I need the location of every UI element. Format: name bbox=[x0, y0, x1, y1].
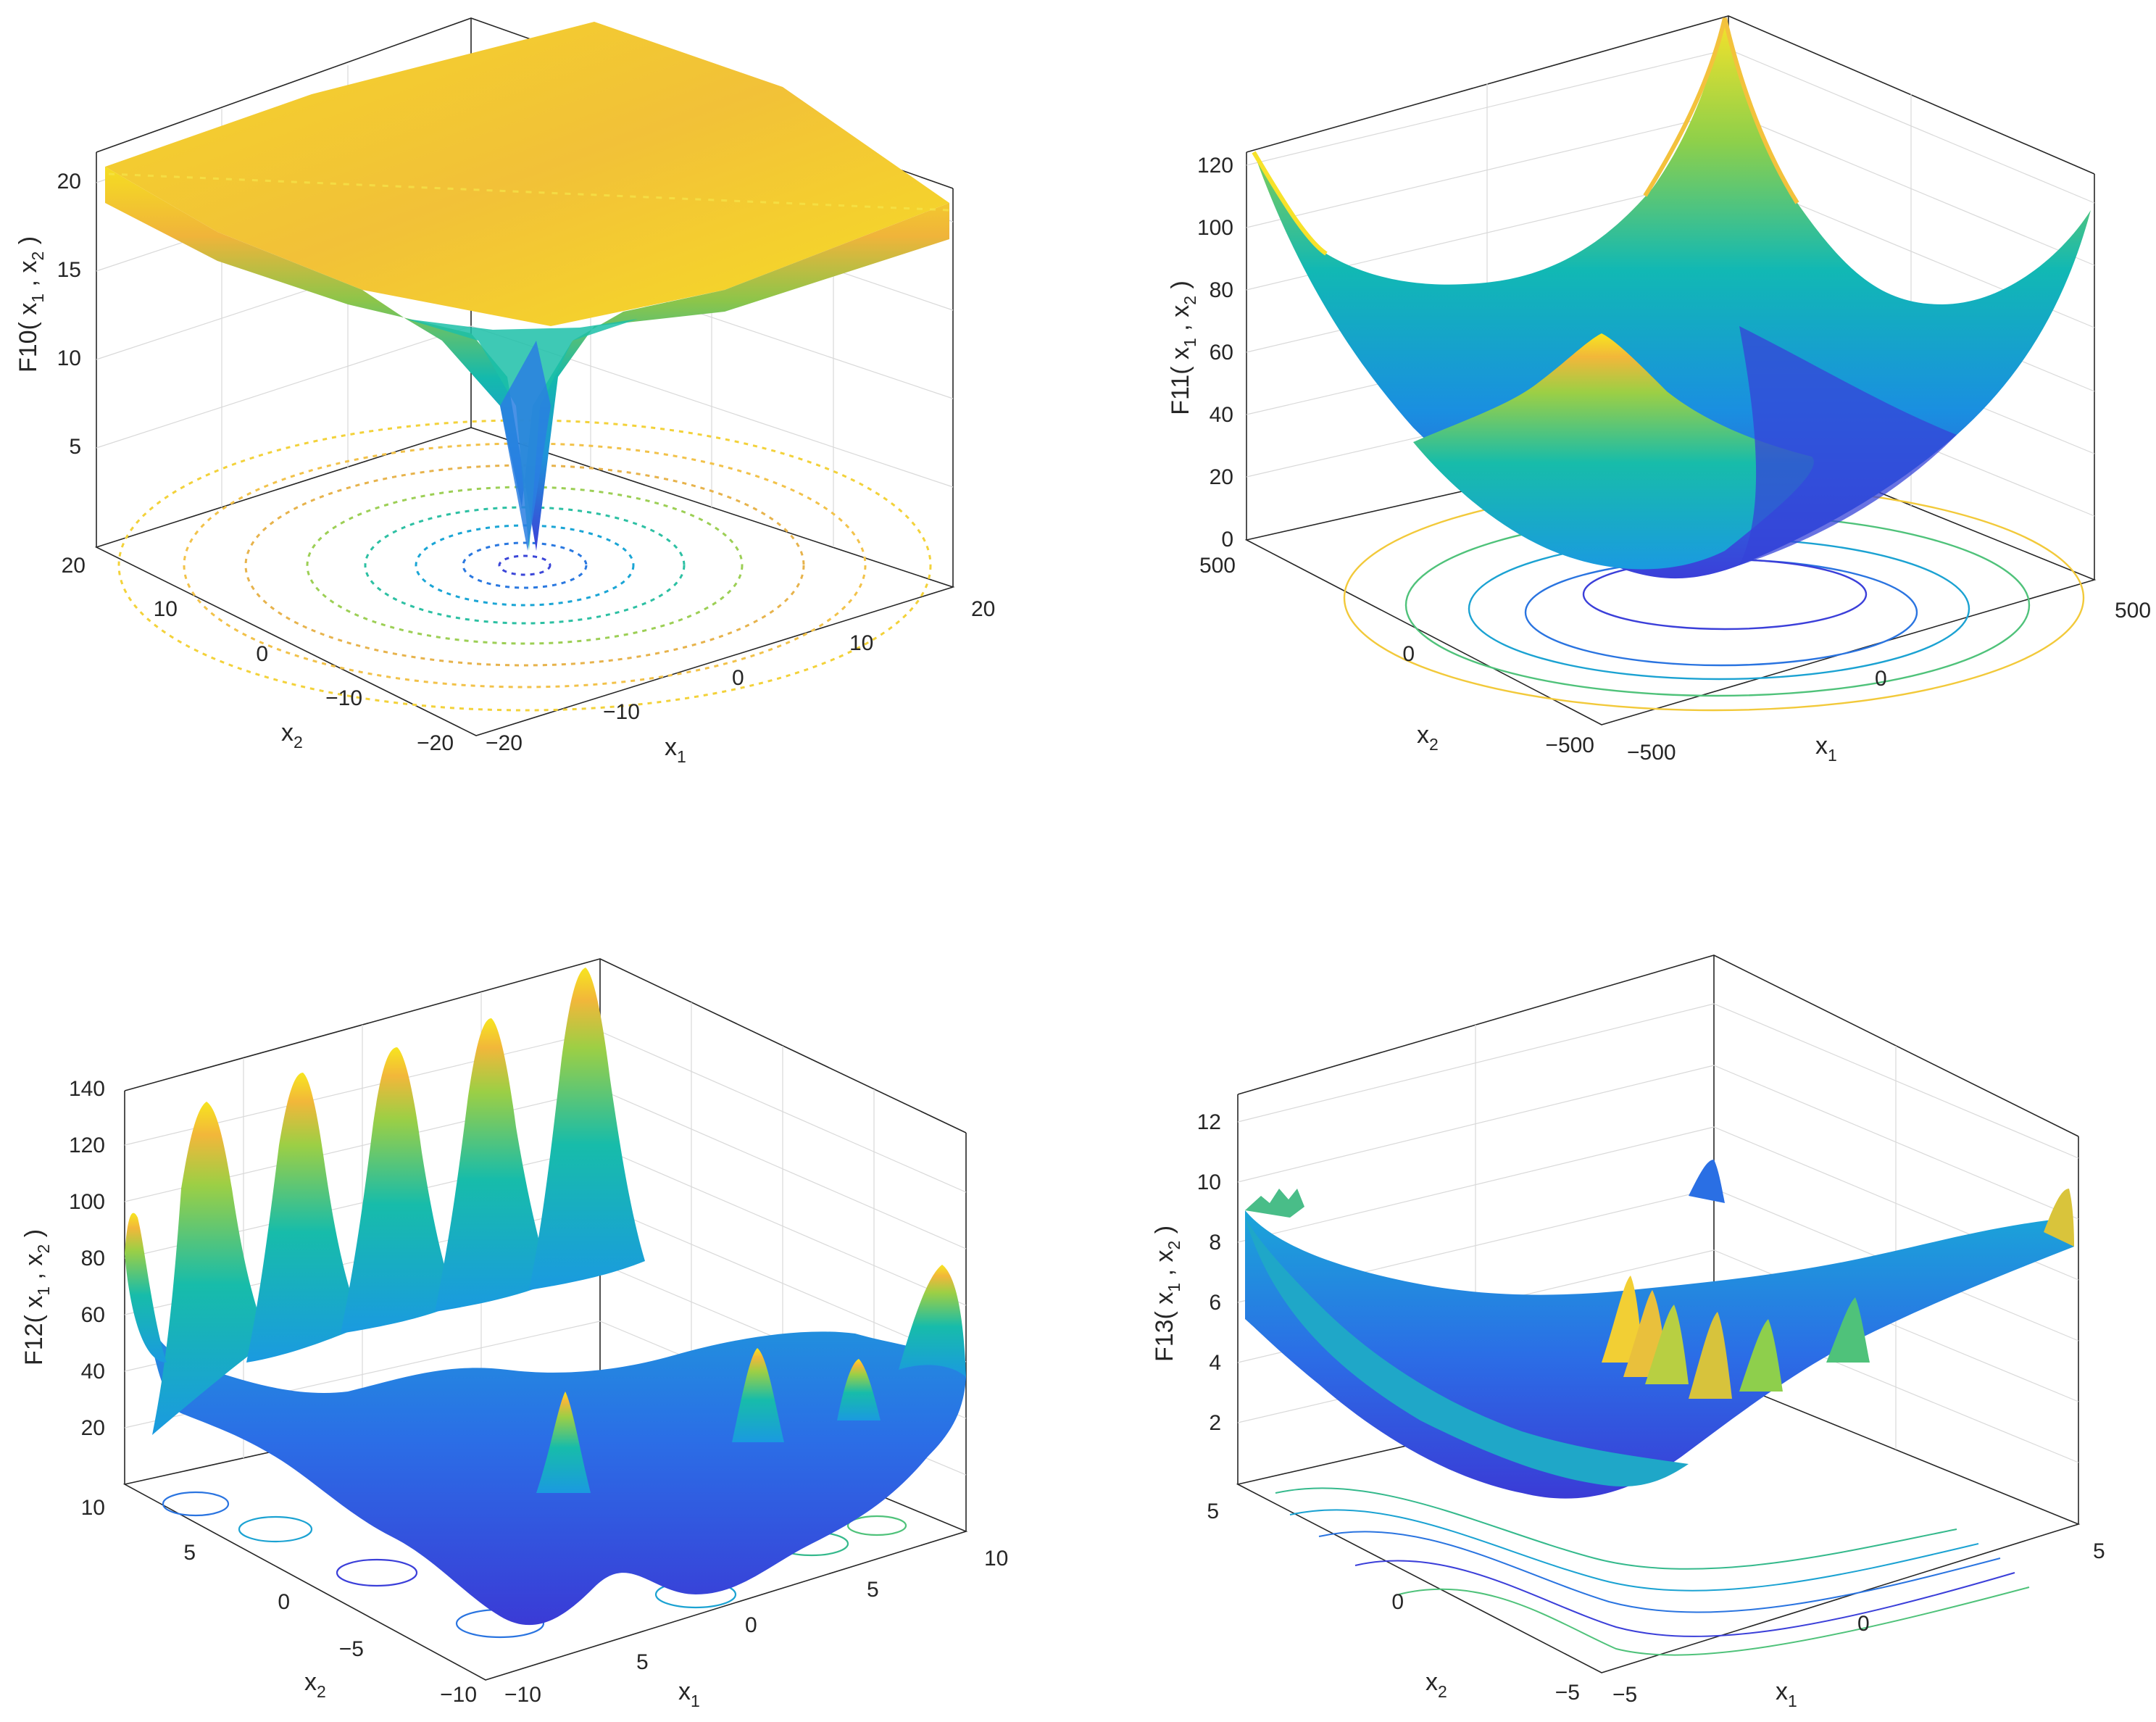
panel-f12: 20 40 60 80 100 120 140 −10 −5 0 5 10 −1… bbox=[20, 958, 1008, 1710]
y-tick: 0 bbox=[1391, 1590, 1404, 1614]
panel-f11-surface bbox=[1252, 17, 2091, 579]
panel-f10-surface bbox=[105, 22, 950, 551]
y-tick: −5 bbox=[339, 1637, 364, 1661]
z-tick: 80 bbox=[1210, 278, 1233, 302]
z-tick: 12 bbox=[1197, 1110, 1221, 1134]
z-tick: 140 bbox=[69, 1077, 105, 1101]
x-tick: 10 bbox=[984, 1547, 1008, 1571]
z-tick: 120 bbox=[1197, 154, 1233, 178]
panel-f12-x-ticks: −10 5 0 5 10 bbox=[504, 1547, 1008, 1707]
y-tick: 0 bbox=[278, 1590, 290, 1614]
z-tick: 40 bbox=[1210, 403, 1233, 427]
panel-f13-x-ticks: −5 0 5 bbox=[1612, 1539, 2105, 1707]
y-tick: 5 bbox=[1207, 1500, 1219, 1523]
x-tick: 5 bbox=[636, 1650, 649, 1674]
x-tick: 0 bbox=[745, 1613, 757, 1637]
z-tick: 10 bbox=[57, 346, 81, 370]
z-axis-label: F11( x1 , x2 ) bbox=[1167, 280, 1199, 415]
panel-f13-surface bbox=[1245, 1160, 2074, 1499]
panel-f10-y-ticks: −20 −10 0 10 20 bbox=[62, 554, 454, 755]
z-axis-label: F13( x1 , x2 ) bbox=[1151, 1226, 1183, 1362]
y-axis-label: x2 bbox=[304, 1668, 326, 1701]
x-tick: 0 bbox=[1875, 667, 1887, 691]
x-tick: −20 bbox=[486, 731, 523, 755]
y-tick: −10 bbox=[440, 1683, 477, 1707]
x-tick: 5 bbox=[867, 1578, 879, 1602]
x-tick: −10 bbox=[504, 1683, 541, 1707]
y-tick: 20 bbox=[62, 554, 86, 578]
y-tick: −500 bbox=[1545, 733, 1594, 757]
z-tick: 15 bbox=[57, 258, 81, 282]
panel-f13-y-ticks: −5 0 5 bbox=[1207, 1500, 1580, 1705]
y-tick: −10 bbox=[325, 686, 362, 710]
y-tick: 5 bbox=[183, 1541, 196, 1565]
panel-f10-z-ticks: 5 10 15 20 bbox=[57, 170, 81, 459]
panel-f12-surface bbox=[125, 968, 966, 1626]
z-axis-label: F12( x1 , x2 ) bbox=[20, 1229, 53, 1365]
panel-f13-contours bbox=[1275, 1487, 2030, 1656]
z-tick: 8 bbox=[1209, 1231, 1221, 1255]
x-tick: 0 bbox=[1857, 1612, 1870, 1636]
panel-f12-y-ticks: −10 −5 0 5 10 bbox=[81, 1496, 477, 1707]
z-tick: 100 bbox=[69, 1190, 105, 1214]
y-axis-label: x2 bbox=[1425, 1668, 1447, 1701]
x-tick: 500 bbox=[2115, 599, 2151, 623]
y-axis-label: x2 bbox=[281, 719, 303, 752]
x-axis-label: x1 bbox=[665, 733, 686, 766]
y-tick: 10 bbox=[81, 1496, 105, 1520]
x-tick: 10 bbox=[849, 631, 873, 655]
z-tick: 40 bbox=[81, 1360, 105, 1384]
z-tick: 20 bbox=[1210, 465, 1233, 489]
panel-f10: 5 10 15 20 −20 −10 0 10 20 −20 −10 0 10 … bbox=[14, 17, 995, 766]
panel-f10-x-ticks: −20 −10 0 10 20 bbox=[486, 597, 995, 755]
panel-f13-z-ticks: 2 4 6 8 10 12 bbox=[1197, 1110, 1221, 1435]
panel-f11: 0 20 40 60 80 100 120 −500 0 500 −500 0 … bbox=[1167, 15, 2151, 765]
z-tick: 20 bbox=[81, 1416, 105, 1440]
y-tick: 500 bbox=[1199, 554, 1236, 578]
x-tick: −500 bbox=[1627, 741, 1676, 765]
z-tick: 80 bbox=[81, 1247, 105, 1270]
x-tick: 5 bbox=[2093, 1539, 2105, 1563]
y-axis-label: x2 bbox=[1417, 721, 1439, 754]
z-tick: 5 bbox=[69, 435, 81, 459]
z-axis-label: F10( x1 , x2 ) bbox=[14, 236, 47, 373]
panel-f11-y-ticks: −500 0 500 bbox=[1199, 554, 1594, 757]
x-axis-label: x1 bbox=[1776, 1678, 1797, 1710]
panel-f11-x-ticks: −500 0 500 bbox=[1627, 599, 2151, 765]
y-tick: −5 bbox=[1555, 1681, 1580, 1705]
x-axis-label: x1 bbox=[678, 1678, 700, 1710]
z-tick: 100 bbox=[1197, 216, 1233, 240]
x-tick: 20 bbox=[971, 597, 995, 621]
z-tick: 60 bbox=[81, 1303, 105, 1327]
z-tick: 10 bbox=[1197, 1170, 1221, 1194]
z-tick: 20 bbox=[57, 170, 81, 194]
z-tick: 2 bbox=[1209, 1411, 1221, 1435]
x-tick: −5 bbox=[1612, 1683, 1637, 1707]
panel-f13: 2 4 6 8 10 12 −5 0 5 −5 0 5 F13( x1 , x2… bbox=[1151, 954, 2105, 1710]
panel-f12-z-ticks: 20 40 60 80 100 120 140 bbox=[69, 1077, 105, 1440]
y-tick: 0 bbox=[1402, 642, 1415, 666]
y-tick: 0 bbox=[256, 642, 268, 666]
z-tick: 120 bbox=[69, 1134, 105, 1157]
z-tick: 0 bbox=[1221, 528, 1233, 552]
panel-f11-z-ticks: 0 20 40 60 80 100 120 bbox=[1197, 154, 1233, 552]
x-axis-label: x1 bbox=[1815, 732, 1837, 765]
y-tick: −20 bbox=[417, 731, 454, 755]
x-tick: −10 bbox=[603, 700, 640, 724]
y-tick: 10 bbox=[154, 597, 178, 621]
x-tick: 0 bbox=[732, 666, 744, 690]
z-tick: 60 bbox=[1210, 341, 1233, 365]
z-tick: 6 bbox=[1209, 1291, 1221, 1315]
z-tick: 4 bbox=[1209, 1351, 1221, 1375]
